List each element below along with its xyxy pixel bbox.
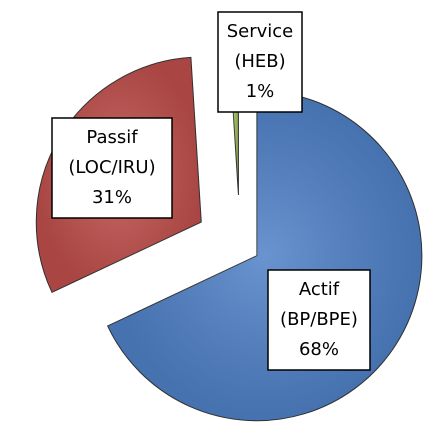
slice-label: Actif — [299, 279, 340, 300]
slice-label: Passif — [86, 127, 138, 148]
value-label: 68% — [299, 339, 339, 360]
label-box — [267, 269, 371, 371]
value-label: 31% — [92, 187, 132, 208]
slice-label: Service — [227, 21, 294, 42]
label-box — [217, 11, 303, 113]
value-label: 1% — [246, 81, 275, 102]
slice-sublabel: (LOC/IRU) — [68, 157, 155, 178]
slice-sublabel: (BP/BPE) — [280, 309, 358, 330]
slice-sublabel: (HEB) — [234, 51, 285, 72]
label-box — [51, 117, 173, 219]
